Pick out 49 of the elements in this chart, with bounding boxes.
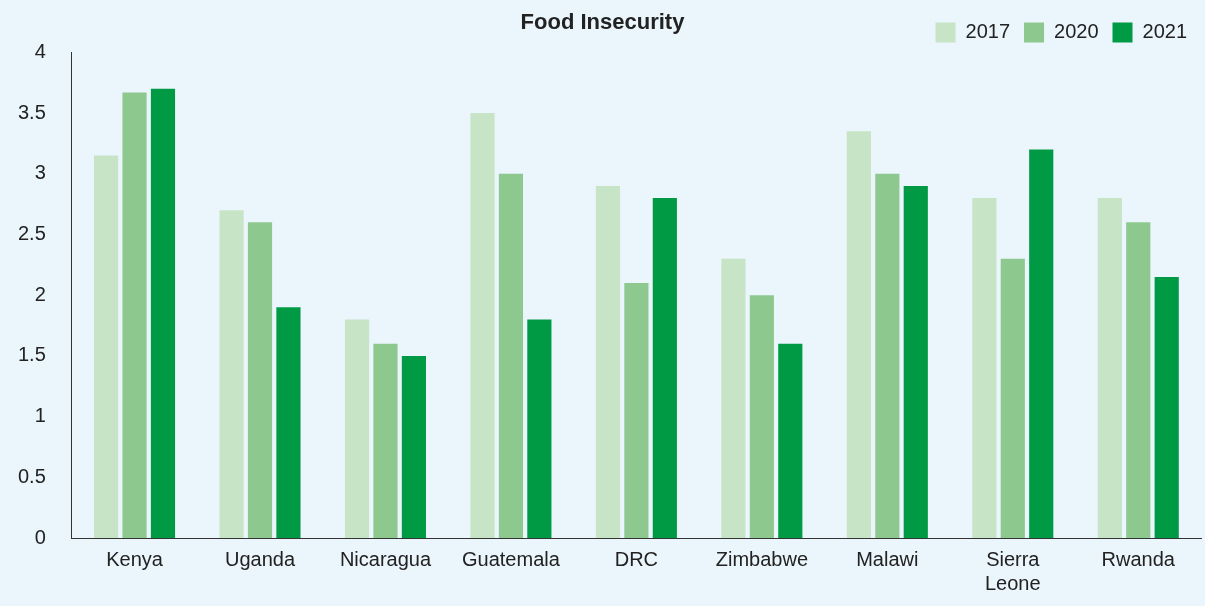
bar <box>903 185 928 538</box>
y-tick-label: 1 <box>34 404 46 427</box>
y-tick-label: 4 <box>34 39 46 62</box>
bar <box>1029 149 1054 538</box>
bar <box>470 113 495 538</box>
bar <box>527 319 552 538</box>
x-tick-label: Kenya <box>106 547 164 570</box>
x-tick-label: Uganda <box>224 547 296 570</box>
bar <box>247 222 273 538</box>
legend-label: 2021 <box>1142 19 1188 42</box>
legend-label: 2020 <box>1054 19 1099 42</box>
bar <box>276 307 301 538</box>
bar <box>778 343 803 538</box>
bar <box>624 283 649 538</box>
x-tick-label: Sierra Leone <box>984 547 1041 594</box>
bar <box>652 198 677 538</box>
x-tick-label: Nicaragua <box>339 547 432 570</box>
y-tick-label: 3 <box>34 161 46 184</box>
bar <box>219 210 244 538</box>
y-tick-label: 0.5 <box>17 464 46 487</box>
bar <box>972 198 997 538</box>
x-tick-label: Guatemala <box>462 547 561 570</box>
y-tick-label: 0 <box>34 525 46 548</box>
bar <box>122 92 147 538</box>
y-tick-label: 3.5 <box>17 100 46 123</box>
bar <box>498 173 524 538</box>
legend-label: 2017 <box>965 19 1011 42</box>
x-tick-label: Zimbabwe <box>715 547 808 570</box>
bar <box>749 295 774 538</box>
x-tick-label: DRC <box>614 547 659 570</box>
x-tick-label: Malawi <box>856 547 919 570</box>
bar <box>150 88 176 538</box>
bar <box>1154 276 1179 538</box>
bar <box>846 131 871 538</box>
bar <box>1126 222 1151 538</box>
y-tick-label: 2.5 <box>17 222 46 245</box>
bar <box>94 155 119 538</box>
bar <box>595 185 621 538</box>
bar <box>344 319 370 538</box>
x-tick-label: Rwanda <box>1101 547 1176 570</box>
bar <box>401 355 426 538</box>
bar <box>875 173 900 538</box>
bar <box>721 258 746 538</box>
bar <box>1000 258 1025 538</box>
y-tick-label: 2 <box>34 282 46 305</box>
y-tick-label: 1.5 <box>17 343 46 366</box>
chart-title: Food Insecurity <box>520 9 686 35</box>
bar <box>1097 198 1122 538</box>
bar <box>373 343 398 538</box>
